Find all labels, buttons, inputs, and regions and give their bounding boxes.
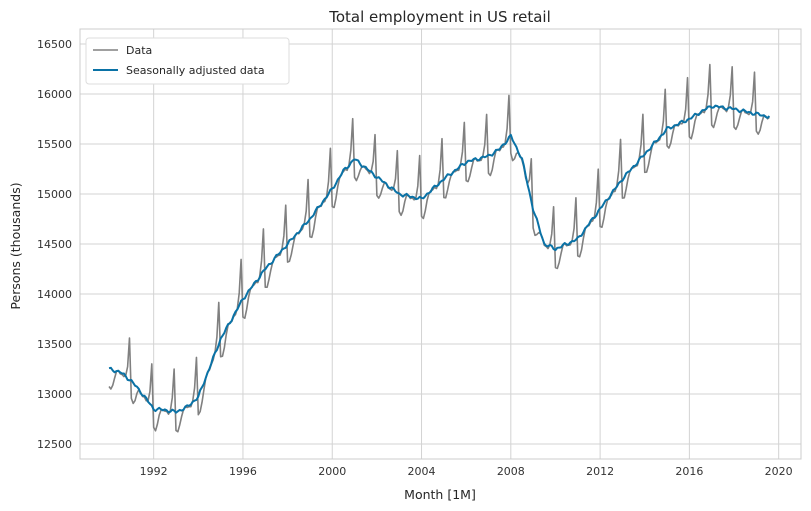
- series-line-seasonally-adjusted: [108, 104, 771, 414]
- y-tick-label: 14500: [37, 238, 72, 251]
- y-axis-label: Persons (thousands): [8, 182, 23, 309]
- y-axis-ticks: 12500 13000 13500 14000 14500 15000 15500 16000…: [37, 38, 72, 451]
- y-tick-label: 14000: [37, 288, 72, 301]
- x-tick-label: 2016: [675, 465, 703, 478]
- y-tick-label: 16500: [37, 38, 72, 51]
- series-line-data: [108, 63, 770, 433]
- x-tick-label: 1996: [229, 465, 257, 478]
- y-tick-label: 15500: [37, 138, 72, 151]
- x-axis-label: Month [1M]: [404, 487, 476, 502]
- y-tick-label: 15000: [37, 188, 72, 201]
- y-tick-label: 16000: [37, 88, 72, 101]
- series-layer: [108, 63, 771, 433]
- y-tick-label: 13500: [37, 338, 72, 351]
- x-tick-label: 2008: [497, 465, 525, 478]
- legend-label-adjusted: Seasonally adjusted data: [126, 64, 265, 77]
- x-tick-label: 2000: [318, 465, 346, 478]
- x-tick-label: 2020: [765, 465, 793, 478]
- x-tick-label: 1992: [140, 465, 168, 478]
- y-tick-label: 13000: [37, 388, 72, 401]
- x-tick-label: 2004: [408, 465, 436, 478]
- y-tick-label: 12500: [37, 438, 72, 451]
- grid: [80, 29, 801, 459]
- plot-area-frame: [79, 28, 802, 460]
- legend-box: [85, 37, 290, 85]
- x-axis-ticks: 1992 1996 2000 2004 2008 2012 2016 2020: [140, 465, 793, 478]
- legend: Data Seasonally adjusted data: [85, 37, 290, 85]
- chart-title: Total employment in US retail: [328, 8, 551, 26]
- x-tick-label: 2012: [586, 465, 614, 478]
- legend-label-data: Data: [126, 44, 152, 57]
